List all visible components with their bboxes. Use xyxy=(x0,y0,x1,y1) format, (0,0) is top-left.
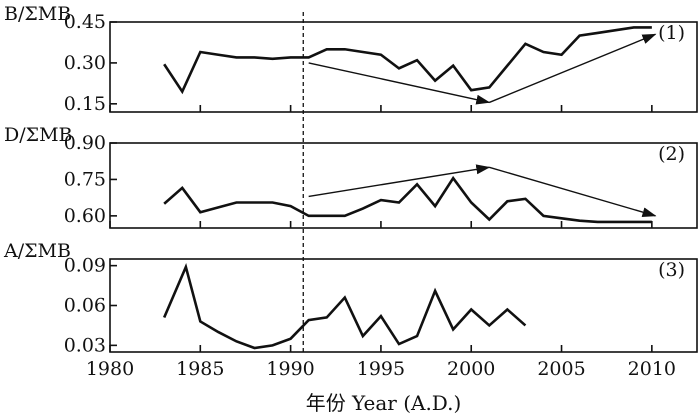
y-tick-label: 0.03 xyxy=(64,334,106,356)
series-line-1 xyxy=(163,26,652,95)
x-tick-label: 1985 xyxy=(176,358,224,380)
trend-arrow-1-2 xyxy=(489,33,657,104)
y-tick-label: 0.15 xyxy=(64,93,106,115)
x-axis-label: 年份 Year (A.D.) xyxy=(306,391,462,415)
y-tick-label: 0.06 xyxy=(64,295,106,317)
y-axis-label: A/ΣMB xyxy=(3,240,71,262)
y-tick-label: 0.75 xyxy=(64,168,106,190)
panel-frame-3 xyxy=(109,258,698,353)
y-tick-label: 0.60 xyxy=(64,205,106,227)
panel-tag: (3) xyxy=(658,259,685,281)
series-line-2 xyxy=(163,175,652,224)
trend-arrow-2-1 xyxy=(308,164,491,198)
series-line-3 xyxy=(162,262,527,350)
panel-tag: (1) xyxy=(658,22,685,44)
x-tick-label: 1995 xyxy=(357,358,405,380)
x-tick-label: 2010 xyxy=(628,358,676,380)
x-tick-label: 1980 xyxy=(86,358,134,380)
y-axis-label: B/ΣMB xyxy=(4,3,71,25)
x-tick-label: 2000 xyxy=(447,358,495,380)
x-tick-label: 1990 xyxy=(266,358,314,380)
y-tick-label: 0.90 xyxy=(64,132,106,154)
trend-arrow-1-1 xyxy=(308,62,491,105)
trend-arrow-2-2 xyxy=(489,166,657,218)
y-tick-label: 0.09 xyxy=(64,255,106,277)
y-tick-label: 0.30 xyxy=(64,52,106,74)
y-axis-label: D/ΣMB xyxy=(4,124,73,146)
panel-frame-2 xyxy=(109,142,698,229)
panel-tag: (2) xyxy=(658,143,685,165)
panel-frame-1 xyxy=(109,21,698,113)
x-tick-label: 2005 xyxy=(537,358,585,380)
y-tick-label: 0.45 xyxy=(64,11,106,33)
